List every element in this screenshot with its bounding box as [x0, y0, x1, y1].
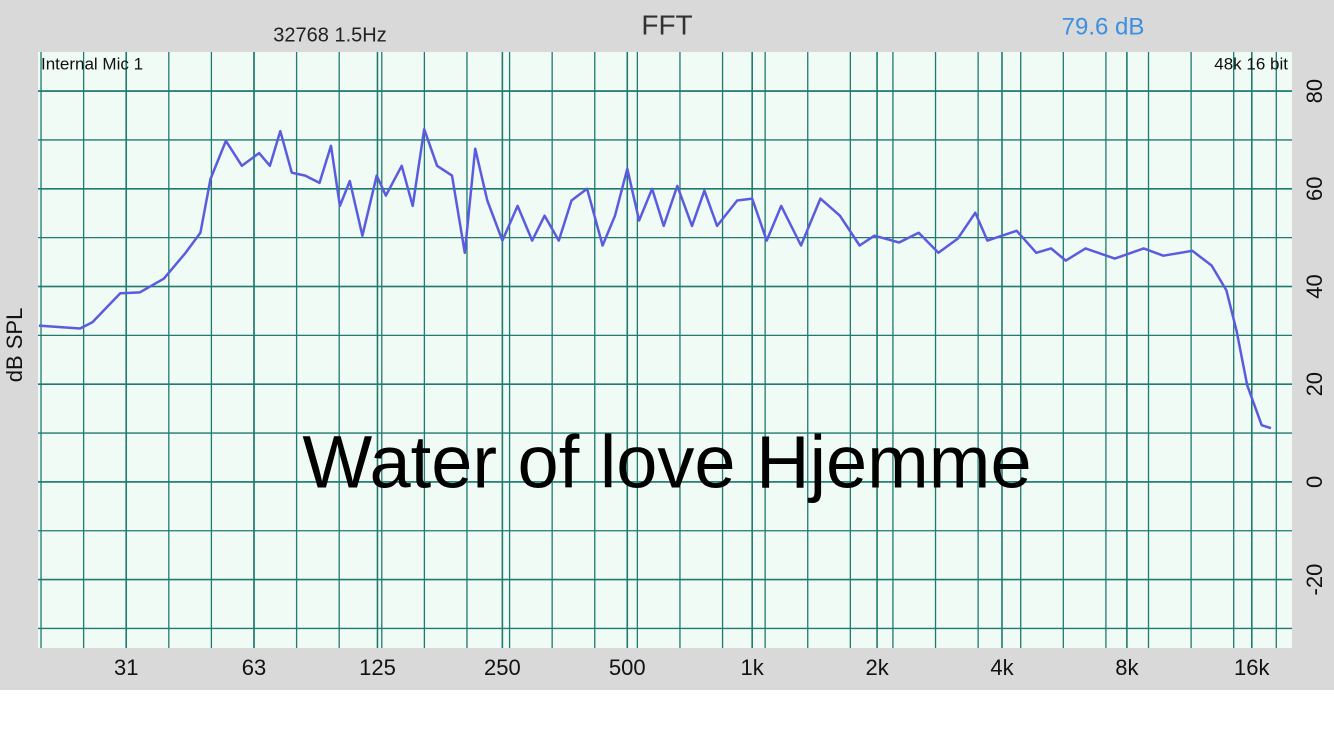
- x-tick-label: 250: [484, 655, 521, 680]
- y-tick-label: 60: [1302, 177, 1327, 201]
- x-tick-label: 31: [114, 655, 138, 680]
- x-tick-label: 2k: [865, 655, 889, 680]
- x-tick-label: 16k: [1234, 655, 1270, 680]
- x-tick-label: 500: [609, 655, 646, 680]
- x-tick-label: 1k: [741, 655, 765, 680]
- x-tick-label: 63: [242, 655, 266, 680]
- y-tick-label: 0: [1302, 476, 1327, 488]
- annotation: Water of love Hjemme: [302, 421, 1031, 504]
- y-tick-label: -20: [1302, 564, 1327, 596]
- y-tick-label: 80: [1302, 79, 1327, 103]
- y-tick-label: 20: [1302, 372, 1327, 396]
- x-tick-label: 4k: [990, 655, 1014, 680]
- y-axis-label: dB SPL: [2, 308, 27, 383]
- ticks: 31 63 125 250 500 1k 2k 4k 8k 16k -20 0 20 40 60 80: [114, 79, 1327, 680]
- grid: [38, 52, 1292, 648]
- spectrum-line: [38, 127, 1272, 430]
- plot-area: [38, 52, 1292, 648]
- format: 48k 16 bit: [1214, 54, 1288, 73]
- x-tick-label: 125: [359, 655, 396, 680]
- x-tick-label: 8k: [1115, 655, 1139, 680]
- title: FFT: [641, 9, 692, 40]
- y-tick-label: 40: [1302, 274, 1327, 298]
- level[interactable]: 79.6 dB: [1062, 13, 1145, 40]
- fft-size: 32768 1.5Hz: [273, 24, 386, 46]
- source: Internal Mic 1: [41, 54, 143, 73]
